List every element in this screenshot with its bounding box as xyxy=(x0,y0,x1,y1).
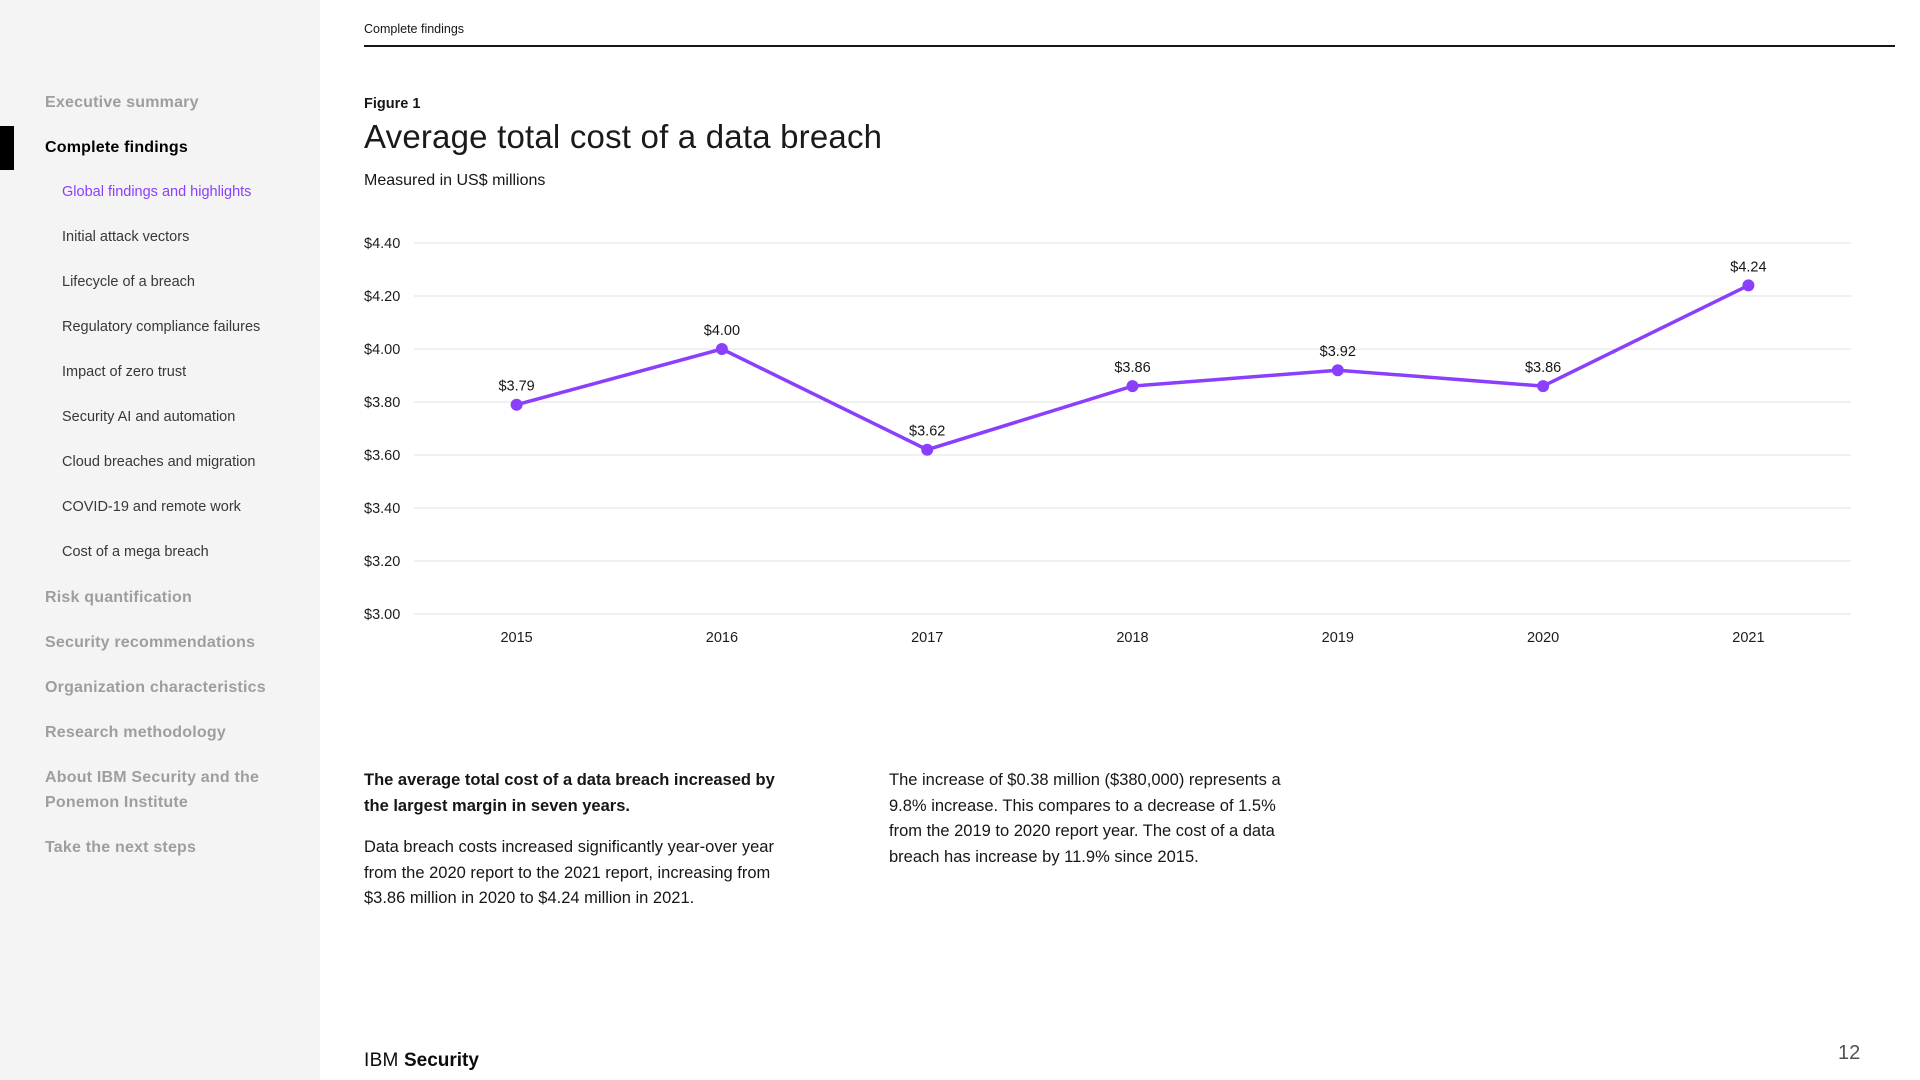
svg-text:2020: 2020 xyxy=(1527,630,1559,646)
svg-text:$3.20: $3.20 xyxy=(364,554,400,570)
sidebar-item-risk-quantification[interactable]: Risk quantification xyxy=(45,589,192,606)
sidebar-item-global-findings-and-highlights[interactable]: Global findings and highlights xyxy=(62,184,252,200)
svg-text:$3.40: $3.40 xyxy=(364,501,400,517)
svg-text:2019: 2019 xyxy=(1322,630,1354,646)
svg-text:$4.24: $4.24 xyxy=(1730,259,1766,275)
svg-text:$3.79: $3.79 xyxy=(498,379,534,395)
sidebar-item-organization-characteristics[interactable]: Organization characteristics xyxy=(45,679,266,696)
svg-text:$4.00: $4.00 xyxy=(364,342,400,358)
commentary-heading: The average total cost of a data breach … xyxy=(364,771,775,815)
svg-text:$4.00: $4.00 xyxy=(704,323,740,339)
commentary-left-body: Data breach costs increased significantl… xyxy=(364,838,774,907)
page-title: Average total cost of a data breach xyxy=(364,118,883,155)
page-number: 12 xyxy=(1838,1042,1861,1064)
svg-text:2018: 2018 xyxy=(1116,630,1148,646)
commentary-right-column: The increase of $0.38 million ($380,000)… xyxy=(889,768,1293,870)
svg-text:$3.60: $3.60 xyxy=(364,448,400,464)
svg-text:2016: 2016 xyxy=(706,630,738,646)
sidebar-item-research-methodology[interactable]: Research methodology xyxy=(45,724,226,741)
sidebar-item-complete-findings[interactable]: Complete findings xyxy=(0,126,320,170)
svg-text:2021: 2021 xyxy=(1732,630,1764,646)
sidebar-item-take-the-next-steps[interactable]: Take the next steps xyxy=(45,839,197,856)
svg-text:$3.62: $3.62 xyxy=(909,424,945,440)
sidebar-item-cloud-breaches-and-migration[interactable]: Cloud breaches and migration xyxy=(62,454,256,470)
commentary-right-body: The increase of $0.38 million ($380,000)… xyxy=(889,771,1281,866)
chart-container: $3.00 $3.20 $3.40 $3.60 $3.80 $4.00 $4.20 $4.40… xyxy=(364,190,1895,660)
section-eyebrow: Complete findings xyxy=(364,22,1895,47)
sidebar-item-executive-summary[interactable]: Executive summary xyxy=(45,94,199,111)
page-subtitle: Measured in US$ millions xyxy=(364,172,546,189)
brand-security: Security xyxy=(403,1050,479,1071)
brand-ibm: IBM xyxy=(364,1050,399,1071)
ibm-security-logo: IBM Security xyxy=(364,1050,479,1072)
svg-text:$3.86: $3.86 xyxy=(1525,360,1561,376)
sidebar-nav: Executive summary Complete findings Global… xyxy=(0,0,320,860)
commentary-left-column: The average total cost of a data breach … xyxy=(364,768,796,912)
sidebar-item-lifecycle-of-a-breach[interactable]: Lifecycle of a breach xyxy=(62,274,195,290)
sidebar-item-about-ibm-security-and-the-ponemon-institute[interactable]: About IBM Security and the Ponemon Insti… xyxy=(45,769,260,811)
cost-trend-chart: $3.00 $3.20 $3.40 $3.60 $3.80 $4.00 $4.20 $4.40… xyxy=(364,236,1851,646)
sidebar-item-initial-attack-vectors[interactable]: Initial attack vectors xyxy=(62,229,190,245)
figure-label: Figure 1 xyxy=(364,96,421,112)
svg-text:2017: 2017 xyxy=(911,630,943,646)
sidebar-item-covid-19-and-remote-work[interactable]: COVID-19 and remote work xyxy=(62,499,241,515)
sidebar-item-regulatory-compliance-failures[interactable]: Regulatory compliance failures xyxy=(62,319,261,335)
svg-text:$3.00: $3.00 xyxy=(364,607,400,623)
sidebar-item-impact-of-zero-trust[interactable]: Impact of zero trust xyxy=(62,364,187,380)
sidebar-item-cost-of-a-mega-breach[interactable]: Cost of a mega breach xyxy=(62,544,209,560)
svg-text:$4.40: $4.40 xyxy=(364,236,400,252)
sidebar: Executive summary Complete findings Global… xyxy=(0,0,320,1080)
svg-text:2015: 2015 xyxy=(500,630,532,646)
svg-text:$3.86: $3.86 xyxy=(1114,360,1150,376)
svg-text:$3.80: $3.80 xyxy=(364,395,400,411)
sidebar-item-security-ai-and-automation[interactable]: Security AI and automation xyxy=(62,409,236,425)
svg-text:$4.20: $4.20 xyxy=(364,289,400,305)
svg-text:$3.92: $3.92 xyxy=(1320,344,1356,360)
sidebar-item-security-recommendations[interactable]: Security recommendations xyxy=(45,634,256,651)
